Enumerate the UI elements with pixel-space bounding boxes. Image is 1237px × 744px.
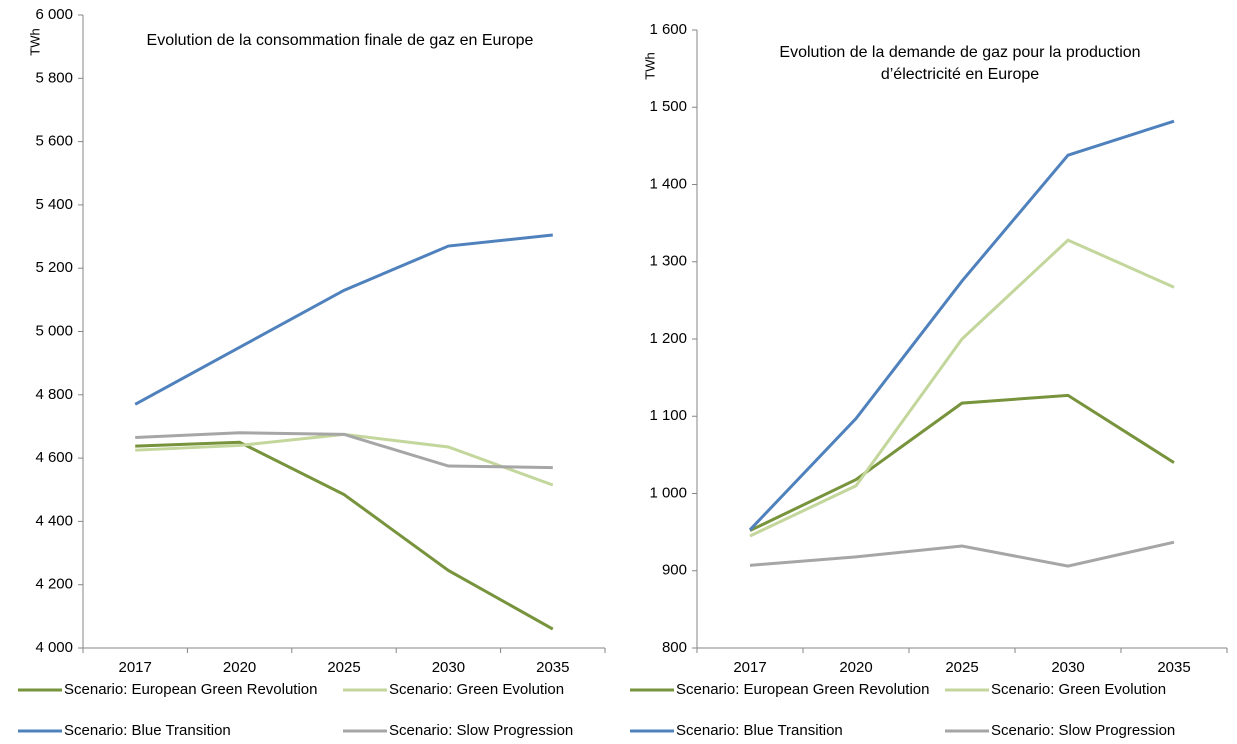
series-line	[749, 540, 1175, 568]
x-tick-label: 2017	[733, 659, 766, 676]
legend-label: Scenario: European Green Revolution	[676, 681, 930, 698]
y-tick-label: 5 800	[35, 69, 73, 86]
x-tick-label: 2025	[327, 659, 360, 676]
x-tick-label: 2020	[839, 659, 872, 676]
y-tick-label: 1 600	[649, 21, 687, 38]
y-tick-label: 4 200	[35, 576, 73, 593]
y-tick-label: 1 400	[649, 175, 687, 192]
chart-title: Evolution de la consommation finale de g…	[146, 32, 534, 49]
x-tick-label: 2025	[945, 659, 978, 676]
y-tick-label: 4 600	[35, 449, 73, 466]
chart-title: Evolution de la demande de gaz pour la p…	[779, 44, 1141, 83]
y-tick-label: 5 600	[35, 133, 73, 150]
legend-label: Scenario: Slow Progression	[389, 722, 573, 739]
y-tick-label: 1 100	[649, 407, 687, 424]
x-tick-label: 2030	[1051, 659, 1084, 676]
legend-label: Scenario: Blue Transition	[676, 722, 843, 739]
title-box: Evolution de la demande de gaz pour la p…	[779, 44, 1141, 83]
y-tick-label: 1 300	[649, 253, 687, 270]
y-tick-label: 1 200	[649, 330, 687, 347]
series-line	[748, 119, 1175, 531]
y-tick-label: 4 400	[35, 512, 73, 529]
y-axis-label: TWh	[642, 52, 657, 79]
y-tick-label: 4 800	[35, 386, 73, 403]
legend-label: Scenario: Green Evolution	[389, 681, 564, 698]
y-tick-label: 1 500	[649, 98, 687, 115]
x-tick-label: 2017	[119, 659, 152, 676]
y-tick-label: 900	[662, 562, 687, 579]
y-tick-label: 1 000	[649, 484, 687, 501]
series-line	[749, 393, 1175, 532]
series-line	[135, 440, 554, 631]
y-tick-label: 5 000	[35, 322, 73, 339]
legend-label: Scenario: European Green Revolution	[64, 681, 318, 698]
legend-label: Scenario: Green Evolution	[991, 681, 1166, 698]
y-tick-label: 5 400	[35, 196, 73, 213]
y-axis-label: TWh	[27, 28, 42, 55]
legend-label: Scenario: Blue Transition	[64, 722, 231, 739]
y-tick-label: 5 200	[35, 259, 73, 276]
series-line	[134, 233, 553, 406]
title-box: Evolution de la consommation finale de g…	[146, 32, 534, 49]
x-tick-label: 2030	[432, 659, 465, 676]
series-line	[749, 238, 1175, 538]
y-tick-label: 800	[662, 639, 687, 656]
series-line	[135, 432, 554, 487]
series-line	[135, 431, 553, 470]
y-tick-label: 6 000	[35, 6, 73, 23]
legend-label: Scenario: Slow Progression	[991, 722, 1175, 739]
x-tick-label: 2035	[536, 659, 569, 676]
x-tick-label: 2020	[223, 659, 256, 676]
x-tick-label: 2035	[1157, 659, 1190, 676]
y-tick-label: 4 000	[35, 639, 73, 656]
